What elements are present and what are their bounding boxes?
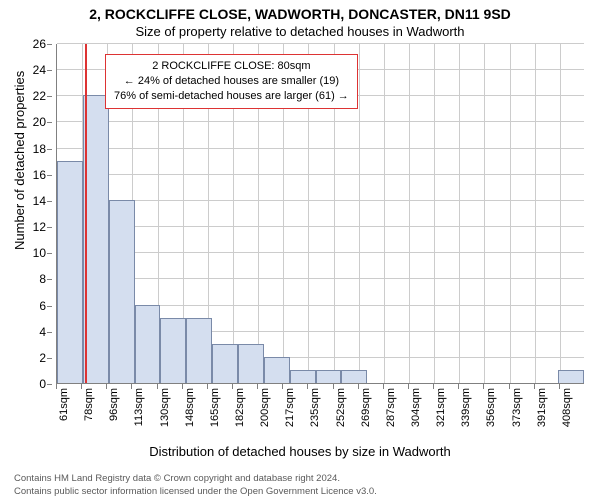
- histogram-bar: [109, 200, 135, 383]
- y-tick-mark: [47, 175, 52, 176]
- callout-line3: 76% of semi-detached houses are larger (…: [114, 89, 349, 104]
- property-marker-line: [85, 44, 87, 383]
- x-axis-ticks: 61sqm 78sqm 96sqm 113sqm 130sqm 148sqm 165sqm 1…: [56, 384, 584, 444]
- x-tick-mark: [56, 384, 57, 389]
- x-tick-mark: [207, 384, 208, 389]
- y-tick-label: 14: [33, 194, 46, 208]
- credits-line2: Contains public sector information licen…: [14, 486, 377, 498]
- x-tick-label: 373sqm: [511, 388, 523, 427]
- histogram-bar: [160, 318, 186, 383]
- y-tick-label: 0: [39, 377, 46, 391]
- x-tick-mark: [182, 384, 183, 389]
- y-tick-mark: [47, 96, 52, 97]
- x-tick-label: 252sqm: [335, 388, 347, 427]
- y-tick-mark: [47, 201, 52, 202]
- y-tick-mark: [47, 358, 52, 359]
- histogram-bar: [57, 161, 83, 383]
- y-tick-mark: [47, 149, 52, 150]
- histogram-bar: [316, 370, 342, 383]
- x-tick-label: 200sqm: [259, 388, 271, 427]
- x-tick-mark: [106, 384, 107, 389]
- x-tick-mark: [559, 384, 560, 389]
- x-tick-label: 391sqm: [536, 388, 548, 427]
- histogram-bar: [558, 370, 584, 383]
- plot-area: 2 ROCKCLIFFE CLOSE: 80sqm ← 24% of detac…: [56, 44, 584, 384]
- x-tick-mark: [232, 384, 233, 389]
- y-tick-mark: [47, 44, 52, 45]
- credits-line1: Contains HM Land Registry data © Crown c…: [14, 473, 377, 485]
- histogram-bar: [341, 370, 367, 383]
- y-tick-mark: [47, 122, 52, 123]
- x-tick-mark: [307, 384, 308, 389]
- y-tick-mark: [47, 253, 52, 254]
- histogram-bar: [290, 370, 316, 383]
- y-tick-label: 26: [33, 37, 46, 51]
- x-tick-mark: [282, 384, 283, 389]
- y-tick-label: 4: [39, 325, 46, 339]
- y-tick-label: 10: [33, 246, 46, 260]
- x-tick-mark: [433, 384, 434, 389]
- callout-line2: ← 24% of detached houses are smaller (19…: [114, 74, 349, 89]
- x-tick-mark: [458, 384, 459, 389]
- y-tick-label: 18: [33, 142, 46, 156]
- x-tick-mark: [509, 384, 510, 389]
- x-tick-label: 61sqm: [58, 388, 70, 421]
- histogram-bar: [186, 318, 212, 383]
- x-tick-label: 182sqm: [234, 388, 246, 427]
- y-tick-label: 12: [33, 220, 46, 234]
- callout-line1: 2 ROCKCLIFFE CLOSE: 80sqm: [114, 59, 349, 74]
- histogram-bar: [135, 305, 161, 383]
- y-tick-label: 2: [39, 351, 46, 365]
- y-tick-label: 24: [33, 63, 46, 77]
- x-tick-mark: [81, 384, 82, 389]
- credits-text: Contains HM Land Registry data © Crown c…: [14, 473, 377, 498]
- x-tick-label: 321sqm: [435, 388, 447, 427]
- x-axis-label: Distribution of detached houses by size …: [0, 444, 600, 459]
- y-tick-mark: [47, 332, 52, 333]
- x-tick-mark: [157, 384, 158, 389]
- x-tick-mark: [358, 384, 359, 389]
- x-tick-mark: [333, 384, 334, 389]
- chart-container: 2, ROCKCLIFFE CLOSE, WADWORTH, DONCASTER…: [0, 0, 600, 500]
- x-tick-label: 408sqm: [561, 388, 573, 427]
- x-tick-label: 148sqm: [184, 388, 196, 427]
- y-tick-mark: [47, 279, 52, 280]
- histogram-bar: [212, 344, 238, 383]
- x-tick-mark: [257, 384, 258, 389]
- y-tick-mark: [47, 384, 52, 385]
- y-tick-label: 8: [39, 272, 46, 286]
- y-tick-label: 22: [33, 89, 46, 103]
- x-tick-label: 304sqm: [410, 388, 422, 427]
- x-tick-label: 113sqm: [133, 388, 145, 426]
- x-tick-label: 96sqm: [108, 388, 120, 421]
- y-tick-mark: [47, 70, 52, 71]
- x-tick-mark: [483, 384, 484, 389]
- x-tick-mark: [408, 384, 409, 389]
- chart-title-main: 2, ROCKCLIFFE CLOSE, WADWORTH, DONCASTER…: [0, 6, 600, 22]
- y-tick-label: 6: [39, 299, 46, 313]
- x-tick-label: 269sqm: [360, 388, 372, 427]
- x-tick-label: 78sqm: [83, 388, 95, 421]
- x-tick-mark: [534, 384, 535, 389]
- x-tick-label: 339sqm: [460, 388, 472, 427]
- callout-box: 2 ROCKCLIFFE CLOSE: 80sqm ← 24% of detac…: [105, 54, 358, 109]
- histogram-bar: [238, 344, 264, 383]
- y-axis-ticks: 02468101214161820222426: [0, 44, 52, 384]
- x-tick-label: 235sqm: [309, 388, 321, 427]
- y-tick-mark: [47, 306, 52, 307]
- histogram-bar: [83, 95, 109, 383]
- chart-title-sub: Size of property relative to detached ho…: [0, 24, 600, 39]
- x-tick-label: 217sqm: [284, 388, 296, 427]
- y-tick-label: 20: [33, 115, 46, 129]
- histogram-bar: [264, 357, 290, 383]
- x-tick-label: 356sqm: [485, 388, 497, 427]
- x-tick-mark: [383, 384, 384, 389]
- y-tick-label: 16: [33, 168, 46, 182]
- x-tick-mark: [131, 384, 132, 389]
- y-tick-mark: [47, 227, 52, 228]
- x-tick-label: 130sqm: [159, 388, 171, 427]
- x-tick-label: 165sqm: [209, 388, 221, 427]
- x-tick-label: 287sqm: [385, 388, 397, 427]
